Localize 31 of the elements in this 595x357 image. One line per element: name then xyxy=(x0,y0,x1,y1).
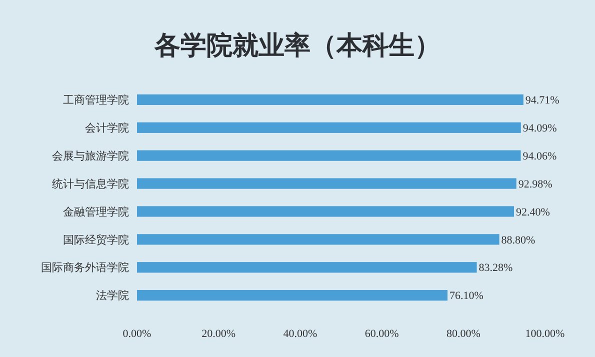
bar xyxy=(137,122,521,133)
data-label: 92.40% xyxy=(516,206,550,218)
bar xyxy=(137,262,477,273)
data-label: 76.10% xyxy=(449,290,484,302)
x-tick-label: 60.00% xyxy=(364,328,399,340)
y-tick-label: 工商管理学院 xyxy=(63,94,129,107)
bar xyxy=(137,178,516,189)
y-tick-label: 法学院 xyxy=(96,289,129,302)
data-label: 94.71% xyxy=(525,94,560,107)
data-label: 83.28% xyxy=(478,262,513,274)
bar xyxy=(137,206,514,217)
y-tick-label: 金融管理学院 xyxy=(63,205,129,218)
bar xyxy=(137,234,500,245)
x-tick-label: 80.00% xyxy=(446,328,480,340)
data-label: 94.09% xyxy=(522,122,557,134)
bar xyxy=(137,150,521,161)
bar xyxy=(137,94,524,106)
x-tick-label: 100.00% xyxy=(525,328,565,340)
x-tick-label: 0.00% xyxy=(122,328,152,340)
bar xyxy=(137,290,448,301)
y-tick-label: 国际经贸学院 xyxy=(63,233,129,246)
x-tick-label: 40.00% xyxy=(283,328,318,340)
data-label: 88.80% xyxy=(501,234,536,246)
y-tick-label: 统计与信息学院 xyxy=(52,177,129,190)
x-tick-label: 20.00% xyxy=(202,328,236,340)
y-tick-label: 会计学院 xyxy=(85,121,129,134)
data-label: 92.98% xyxy=(518,178,552,190)
y-tick-label: 国际商务外语学院 xyxy=(41,261,129,274)
y-tick-label: 会展与旅游学院 xyxy=(52,149,129,162)
chart-title: 各学院就业率（本科生） xyxy=(154,31,440,61)
data-label: 94.06% xyxy=(522,150,557,162)
